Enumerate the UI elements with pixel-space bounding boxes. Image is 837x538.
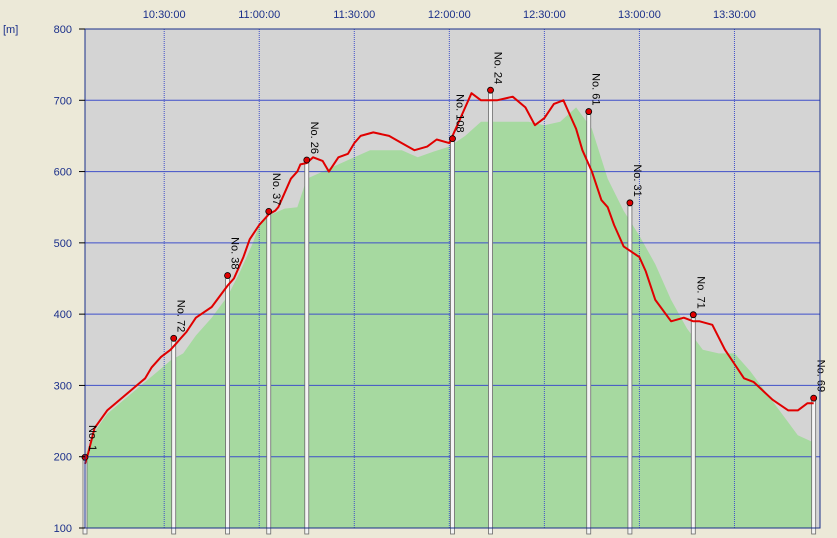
- waypoint-label: No. 61: [590, 73, 602, 105]
- x-tick-label: 13:00:00: [618, 9, 661, 21]
- waypoint-stem: [627, 205, 633, 535]
- x-tick-label: 10:30:00: [143, 9, 186, 21]
- waypoint-marker[interactable]: [224, 272, 231, 279]
- waypoint-stem: [488, 92, 493, 535]
- waypoint-marker[interactable]: [585, 108, 593, 115]
- waypoint-label: No. 38: [229, 237, 241, 269]
- waypoint-stem: [586, 114, 592, 535]
- x-axis: 10:30:00 11:00:00 11:30:00 12:00:00 12:30:00…: [143, 9, 756, 21]
- y-tick-label: 500: [54, 238, 72, 250]
- y-tick-label: 800: [54, 24, 72, 36]
- waypoint-label: No. 26: [308, 122, 320, 154]
- waypoint-marker[interactable]: [810, 394, 818, 402]
- x-tick-label: 11:00:00: [238, 9, 280, 21]
- y-tick-label: 100: [54, 523, 72, 535]
- y-tick-label: 700: [54, 95, 72, 107]
- waypoint-marker[interactable]: [170, 334, 178, 342]
- waypoint-label: No. 72: [175, 300, 187, 332]
- waypoint-label: No. 31: [631, 164, 643, 196]
- track-line-layer: [84, 92, 814, 465]
- waypoint-layer: No. 1 No. 72 No. 38 No. 37 No. 26 No. 108 No. …: [81, 52, 827, 461]
- waypoint-marker[interactable]: [303, 156, 311, 164]
- waypoint-stem: [225, 278, 230, 535]
- waypoint-label: No. 37: [270, 173, 282, 205]
- y-tick-label: 300: [54, 380, 72, 392]
- y-axis-unit-label: [m]: [3, 24, 18, 36]
- waypoint-stem: [690, 317, 696, 535]
- waypoint-marker[interactable]: [449, 135, 456, 143]
- x-tick-label: 13:30:00: [713, 9, 756, 21]
- y-axis: 100 200 300 400 500 600 700 800: [54, 24, 85, 535]
- waypoint-marker[interactable]: [626, 199, 634, 207]
- y-tick-label: 400: [54, 309, 72, 321]
- waypoint-marker[interactable]: [265, 207, 273, 215]
- waypoint-marker[interactable]: [487, 86, 494, 94]
- y-tick-label: 600: [54, 167, 72, 179]
- y-tick-label: 200: [54, 452, 72, 464]
- waypoint-label: No. 24: [492, 52, 504, 84]
- track-line: [84, 92, 814, 465]
- x-tick-label: 12:00:00: [428, 9, 471, 21]
- waypoint-stem: [266, 213, 272, 535]
- waypoint-label: No. 108: [454, 94, 466, 133]
- waypoint-marker[interactable]: [689, 311, 697, 319]
- waypoint-stem: [811, 400, 817, 535]
- waypoint-stem: [171, 340, 177, 535]
- plot-frame: [84, 28, 821, 529]
- waypoint-label: No. 69: [815, 360, 827, 392]
- waypoint-label: No. 1: [86, 425, 98, 451]
- x-tick-label: 11:30:00: [333, 9, 375, 21]
- waypoint-stem: [450, 141, 455, 535]
- waypoint-label: No. 71: [694, 276, 706, 308]
- waypoint-stem: [304, 162, 310, 535]
- x-tick-label: 12:30:00: [523, 9, 566, 21]
